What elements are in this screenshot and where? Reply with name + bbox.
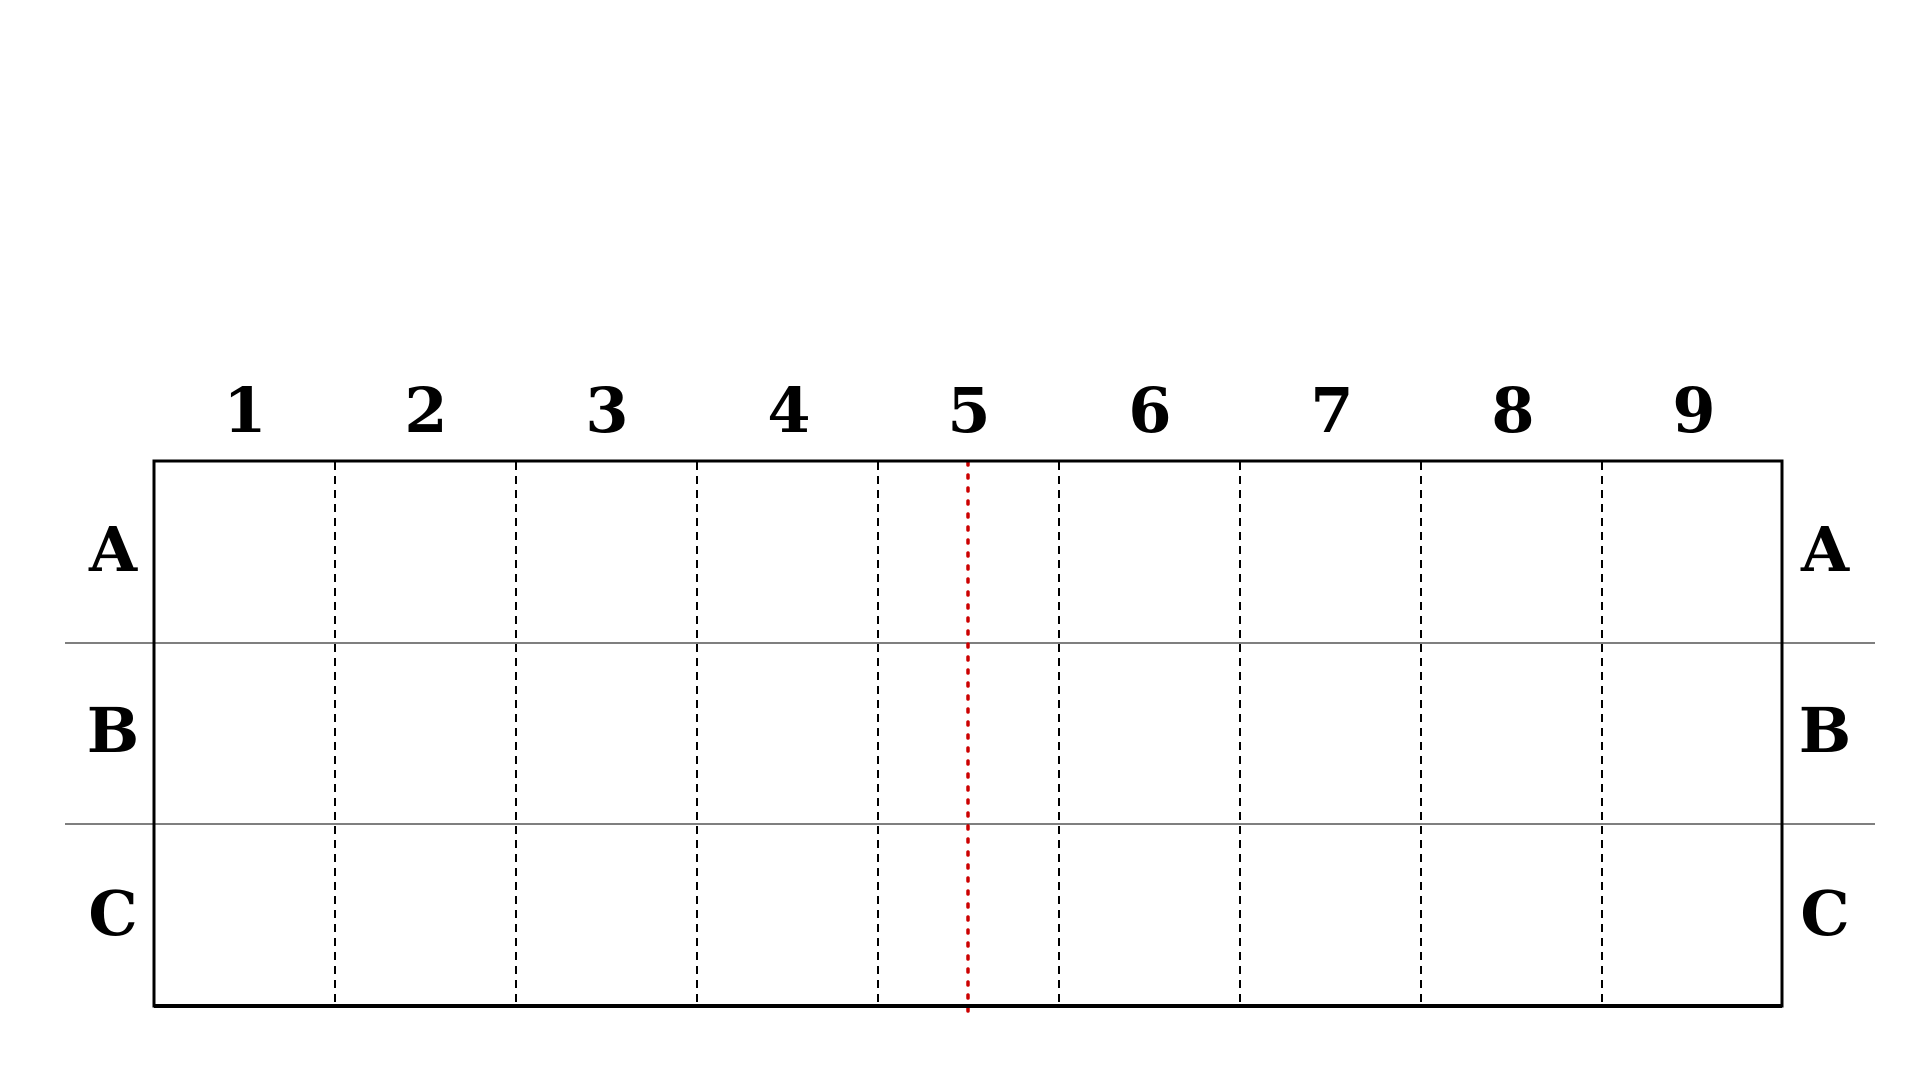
row-label-left-c: C <box>88 877 137 950</box>
row-labels-right: A B C <box>1799 513 1851 950</box>
column-dividers <box>334 462 1603 1005</box>
column-label-2: 2 <box>404 374 447 447</box>
row-label-left-a: A <box>88 513 138 586</box>
row-label-right-a: A <box>1800 513 1850 586</box>
row-label-right-b: B <box>1799 694 1851 767</box>
column-label-9: 9 <box>1672 374 1715 447</box>
row-dividers <box>65 642 1875 825</box>
column-label-3: 3 <box>585 374 628 447</box>
column-label-4: 4 <box>767 374 810 447</box>
row-label-left-b: B <box>87 694 139 767</box>
column-label-8: 8 <box>1491 374 1534 447</box>
column-label-6: 6 <box>1128 374 1171 447</box>
row-labels-left: A B C <box>87 513 139 950</box>
column-label-1: 1 <box>223 374 266 447</box>
column-label-7: 7 <box>1310 374 1353 447</box>
column-label-5: 5 <box>947 374 990 447</box>
column-labels: 1 2 3 4 5 6 7 8 9 <box>223 374 1715 447</box>
row-label-right-c: C <box>1800 877 1849 950</box>
